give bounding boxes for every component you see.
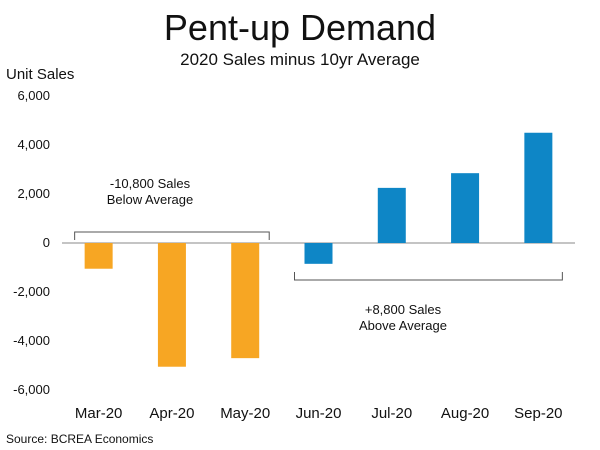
bar-sep-20 [524,132,553,243]
source-note: Source: BCREA Economics [6,432,154,446]
bar-apr-20 [157,243,186,367]
chart-subtitle: 2020 Sales minus 10yr Average [180,50,420,69]
y-tick-label: 2,000 [17,186,50,201]
x-tick-label: Jun-20 [296,405,342,422]
x-tick-label: Aug-20 [441,405,489,422]
y-tick-label: -2,000 [13,284,50,299]
annotation-text-below: -10,800 Sales [110,176,191,191]
bar-aug-20 [451,173,480,243]
annotation-text-above: +8,800 Sales [365,302,442,317]
y-tick-label: 4,000 [17,137,50,152]
x-tick-label: Jul-20 [371,405,412,422]
bar-jul-20 [377,187,406,243]
bar-jun-20 [304,243,333,264]
annotation-bracket-above [294,272,563,281]
x-tick-label: Apr-20 [149,405,194,422]
y-axis-label: Unit Sales [6,66,75,83]
x-tick-label: Mar-20 [75,405,123,422]
y-tick-label: 0 [43,235,50,250]
annotation-bracket-below [74,231,270,240]
chart-title: Pent-up Demand [163,7,437,48]
y-tick-label: 6,000 [17,88,50,103]
annotation-text-above: Above Average [359,318,447,333]
x-tick-label: Sep-20 [514,405,562,422]
y-tick-label: -4,000 [13,333,50,348]
bar-mar-20 [84,243,113,269]
x-tick-label: May-20 [220,405,270,422]
annotation-text-below: Below Average [107,192,194,207]
y-tick-label: -6,000 [13,382,50,397]
bar-may-20 [231,243,260,359]
